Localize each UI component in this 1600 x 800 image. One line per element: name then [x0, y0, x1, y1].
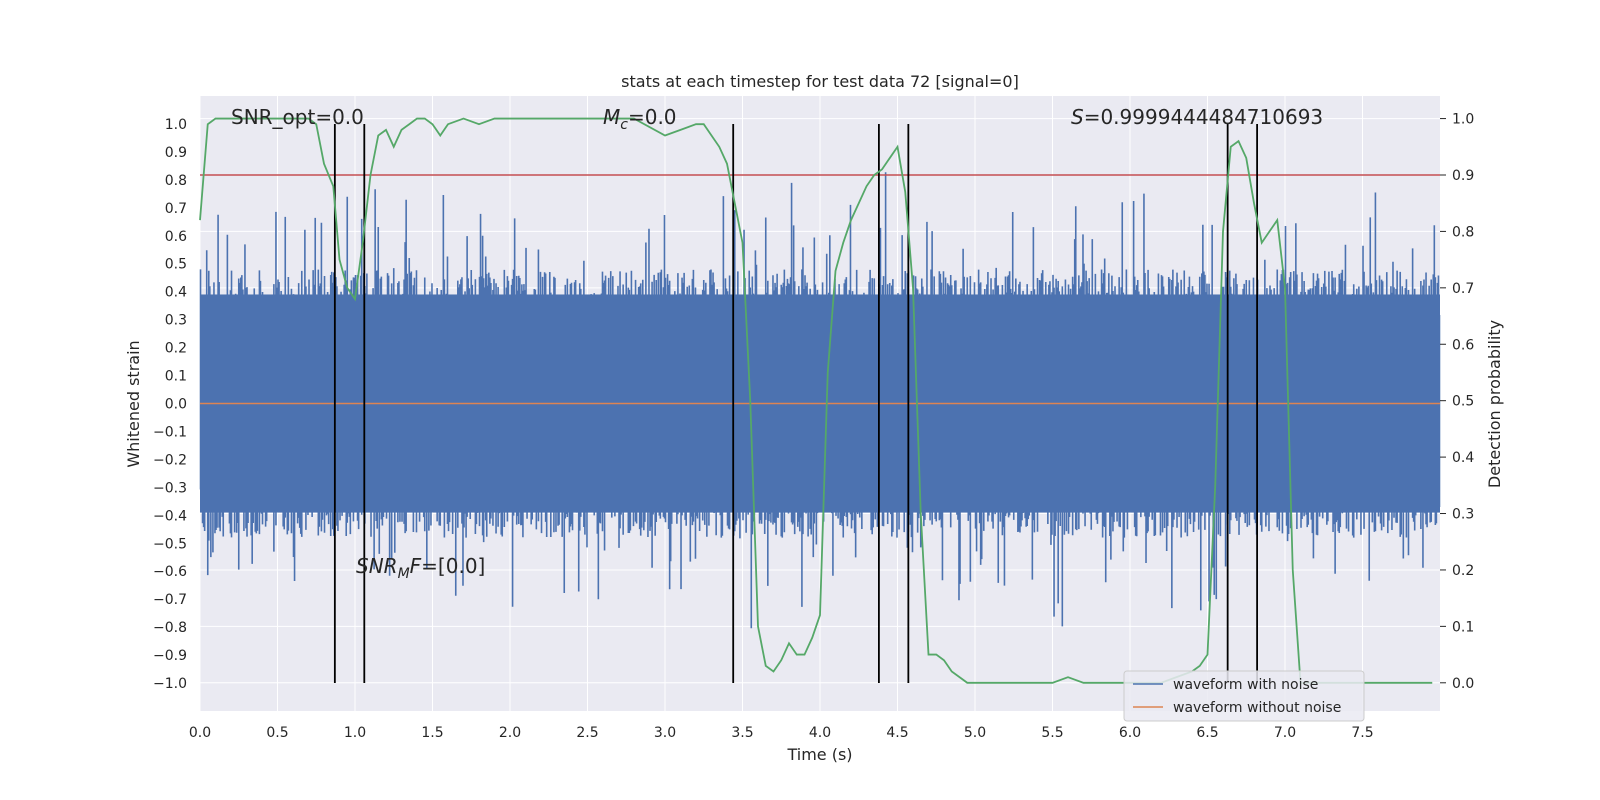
y2-tick-label: 0.4	[1452, 450, 1474, 466]
annotation-snr-mf-f: F	[410, 554, 422, 578]
annotation-mc-value: =0.0	[628, 105, 677, 129]
y-tick-label: −1.0	[153, 676, 187, 692]
y-tick-label: 0.9	[165, 145, 187, 161]
y-tick-label: −0.5	[153, 536, 187, 552]
annotation-s-symbol: S	[1071, 105, 1084, 129]
y-tick-label: 0.4	[165, 285, 187, 301]
legend-box	[1123, 670, 1365, 722]
y-tick-label: −0.4	[153, 508, 187, 524]
x-axis: 0.0 0.5 1.0 1.5 2.0 2.5 3.0 3.5 4.0 4.5 5.0 5.5 6.0 6…	[189, 725, 1374, 741]
y2-tick-label: 0.3	[1452, 507, 1474, 523]
y-axis: 1.0 0.9 0.8 0.7 0.6 0.5 0.4 0.3 0.2 0.1 0.0 −0.1 −0.…	[153, 117, 187, 692]
y-tick-label: −0.1	[153, 424, 187, 440]
annotation-mc-symbol: M	[603, 105, 620, 129]
y2-tick-label: 1.0	[1452, 112, 1474, 128]
annotation-s-value: =0.9999444484710693	[1084, 105, 1323, 129]
event-lines	[333, 123, 1258, 684]
y2-tick-label: 0.1	[1452, 619, 1474, 635]
x-tick-label: 0.0	[189, 725, 211, 741]
y2-tick-label: 0.9	[1452, 168, 1474, 184]
x-tick-label: 7.0	[1274, 725, 1296, 741]
y2-tick-label: 0.7	[1452, 281, 1474, 297]
legend-entry-noise: waveform with noise	[1173, 677, 1318, 693]
annotation-snr-opt: SNR_opt=0.0	[231, 105, 364, 129]
x-tick-label: 2.0	[499, 725, 521, 741]
annotation-snr-mf-subscript: M	[398, 566, 410, 582]
y-tick-label: −0.9	[153, 648, 187, 664]
annotation-s: S=0.9999444484710693	[1071, 105, 1323, 129]
y2-tick-label: 0.6	[1452, 337, 1474, 353]
y-tick-label: 1.0	[165, 117, 187, 133]
x-tick-label: 5.0	[964, 725, 986, 741]
y-tick-label: 0.5	[165, 257, 187, 273]
annotation-snr-mf: SNRMF=[0.0]	[356, 554, 485, 582]
y-tick-label: 0.1	[165, 369, 187, 385]
y2-tick-label: 0.8	[1452, 224, 1474, 240]
y-tick-label: −0.7	[153, 592, 187, 608]
y2-axis-label: Detection probability	[1485, 320, 1504, 488]
y2-axis: 1.0 0.9 0.8 0.7 0.6 0.5 0.4 0.3 0.2 0.1 0.0	[1440, 112, 1474, 692]
y2-tick-label: 0.0	[1452, 676, 1474, 692]
annotation-mc-subscript: c	[620, 117, 628, 133]
y-axis-label: Whitened strain	[124, 340, 143, 467]
legend: waveform with noise waveform without noi…	[1123, 670, 1365, 722]
y-tick-label: 0.8	[165, 173, 187, 189]
y-tick-label: 0.0	[165, 397, 187, 413]
x-tick-label: 6.0	[1119, 725, 1141, 741]
y2-tick-label: 0.5	[1452, 394, 1474, 410]
x-tick-label: 6.5	[1196, 725, 1218, 741]
x-tick-label: 4.5	[886, 725, 908, 741]
annotation-snr-mf-value: =[0.0]	[421, 554, 485, 578]
x-tick-label: 5.5	[1041, 725, 1063, 741]
detection-probability-line	[199, 117, 1433, 684]
x-tick-label: 4.0	[809, 725, 831, 741]
chart-title: stats at each timestep for test data 72 …	[621, 72, 1019, 91]
y-tick-label: −0.6	[153, 564, 187, 580]
x-tick-label: 3.5	[731, 725, 753, 741]
annotation-snr-mf-symbol: SNR	[356, 554, 398, 578]
y-tick-label: −0.3	[153, 480, 187, 496]
annotation-mc: Mc=0.0	[603, 105, 677, 133]
x-tick-label: 0.5	[266, 725, 288, 741]
x-tick-label: 2.5	[576, 725, 598, 741]
x-tick-label: 3.0	[654, 725, 676, 741]
y-tick-label: −0.2	[153, 452, 187, 468]
y-tick-label: −0.8	[153, 620, 187, 636]
y-tick-label: 0.6	[165, 229, 187, 245]
y2-tick-label: 0.2	[1452, 563, 1474, 579]
x-tick-label: 1.5	[421, 725, 443, 741]
legend-entry-clean: waveform without noise	[1173, 700, 1341, 716]
y-tick-label: 0.2	[165, 341, 187, 357]
x-tick-label: 7.5	[1351, 725, 1373, 741]
x-axis-label: Time (s)	[786, 745, 852, 764]
y-tick-label: 0.3	[165, 313, 187, 329]
y-tick-label: 0.7	[165, 201, 187, 217]
x-tick-label: 1.0	[344, 725, 366, 741]
detection-probability-series	[199, 117, 1433, 684]
